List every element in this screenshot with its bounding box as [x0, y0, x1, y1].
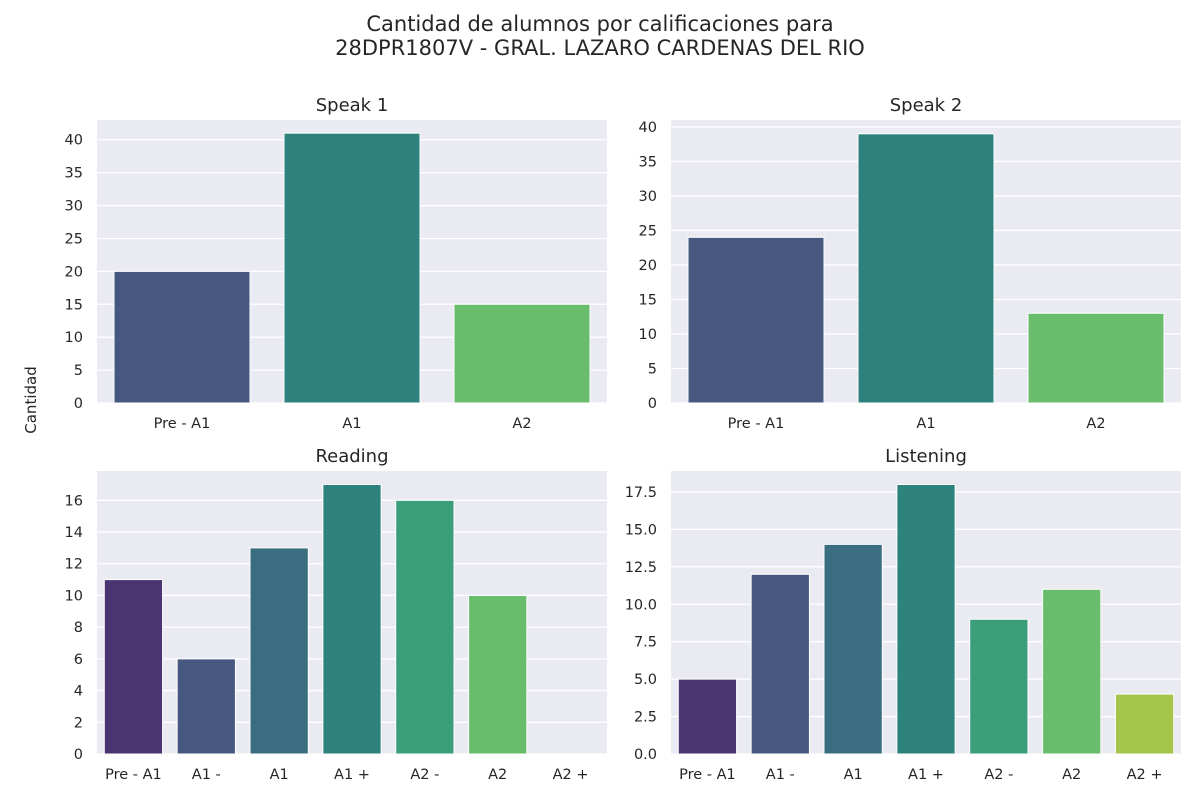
bar — [468, 594, 528, 755]
subplot-title: Listening — [885, 446, 967, 467]
subplot-4: 0.0 2.5 5.0 7.5 10.0 12.5 15.0 17.5 Pre - A1 A1 -… — [625, 446, 1181, 783]
subplot-title: Speak 2 — [890, 95, 963, 116]
bar — [1114, 693, 1175, 755]
y-tick-label: 7.5 — [634, 635, 657, 651]
y-tick-label: 4 — [74, 684, 83, 700]
x-tick-label: A2 + — [553, 767, 589, 783]
x-tick-label: A1 — [270, 767, 289, 783]
y-tick-label: 40 — [65, 133, 83, 149]
y-tick-label: 25 — [639, 223, 657, 239]
y-tick-label: 30 — [639, 189, 657, 205]
y-tick-label: 15.0 — [625, 522, 657, 538]
subplot-1: 0 5 10 15 20 25 30 35 40 Pre - A1 A1 A2 Speak 1 — [65, 95, 607, 432]
y-tick-label: 17.5 — [625, 485, 657, 501]
y-tick-label: 10.0 — [625, 597, 657, 613]
y-tick-label: 5 — [74, 363, 83, 379]
y-tick-label: 12.5 — [625, 560, 657, 576]
x-tick-label: A2 — [1086, 416, 1105, 432]
subplot-2: 0 5 10 15 20 25 30 35 40 Pre - A1 A1 A2 Speak 2 — [639, 95, 1181, 432]
bar — [969, 618, 1029, 755]
bar — [1042, 588, 1102, 755]
bar — [395, 499, 455, 755]
bar — [823, 543, 883, 755]
x-tick-label: A2 — [512, 416, 531, 432]
y-tick-label: 35 — [639, 154, 657, 170]
y-tick-label: 10 — [639, 327, 657, 343]
bar — [857, 133, 995, 404]
y-tick-label: 25 — [65, 231, 83, 247]
y-tick-label: 40 — [639, 120, 657, 136]
bar — [322, 483, 382, 755]
x-tick-label: Pre - A1 — [679, 767, 736, 783]
y-tick-label: 2.5 — [634, 710, 657, 726]
y-tick-label: 8 — [74, 620, 83, 636]
bar — [1027, 312, 1165, 404]
y-tick-label: 5.0 — [634, 672, 657, 688]
x-tick-label: Pre - A1 — [154, 416, 211, 432]
x-tick-label: A1 + — [334, 767, 370, 783]
subplot-title: Speak 1 — [316, 95, 389, 116]
x-tick-label: A1 + — [908, 767, 944, 783]
y-tick-label: 2 — [74, 715, 83, 731]
x-tick-label: Pre - A1 — [728, 416, 785, 432]
y-tick-label: 5 — [648, 361, 657, 377]
y-tick-label: 6 — [74, 652, 83, 668]
x-tick-label: Pre - A1 — [105, 767, 162, 783]
bar — [677, 678, 738, 755]
y-tick-label: 15 — [65, 297, 83, 313]
y-tick-label: 30 — [65, 199, 83, 215]
bar — [103, 579, 164, 755]
bar — [249, 547, 309, 755]
x-tick-label: A2 - — [410, 767, 439, 783]
figure-title: Cantidad de alumnos por calificaciones p… — [0, 12, 1200, 60]
y-tick-label: 0 — [648, 396, 657, 412]
subplot-title: Reading — [315, 446, 388, 467]
y-tick-label: 14 — [65, 525, 83, 541]
y-tick-label: 12 — [65, 557, 83, 573]
bar — [176, 658, 236, 755]
y-tick-label: 20 — [639, 258, 657, 274]
y-tick-label: 10 — [65, 588, 83, 604]
x-tick-label: A1 — [916, 416, 935, 432]
x-tick-label: A2 - — [984, 767, 1013, 783]
figure-title-line-2: 28DPR1807V - GRAL. LAZARO CARDENAS DEL R… — [335, 36, 865, 60]
x-tick-label: A1 - — [192, 767, 221, 783]
y-tick-label: 0 — [74, 396, 83, 412]
y-tick-label: 35 — [65, 166, 83, 182]
bar — [283, 132, 421, 404]
bar — [453, 303, 591, 404]
figure-title-line-1: Cantidad de alumnos por calificaciones p… — [366, 12, 834, 36]
y-tick-label: 0 — [74, 747, 83, 763]
x-tick-label: A1 - — [766, 767, 795, 783]
x-tick-label: A1 — [342, 416, 361, 432]
x-tick-label: A2 + — [1127, 767, 1163, 783]
bar — [113, 270, 251, 404]
y-tick-label: 16 — [65, 493, 83, 509]
bar — [750, 573, 810, 755]
x-tick-label: A1 — [844, 767, 863, 783]
x-tick-label: A2 — [1062, 767, 1081, 783]
y-tick-label: 20 — [65, 264, 83, 280]
y-tick-label: 15 — [639, 292, 657, 308]
x-tick-label: A2 — [488, 767, 507, 783]
subplot-3: 0 2 4 6 8 10 12 14 16 Pre - A1 A1 - A1 A1 + A2 - A2 A2 … — [65, 446, 607, 783]
y-tick-label: 0.0 — [634, 747, 657, 763]
bar — [687, 236, 825, 404]
y-tick-label: 10 — [65, 330, 83, 346]
bar — [896, 483, 956, 755]
